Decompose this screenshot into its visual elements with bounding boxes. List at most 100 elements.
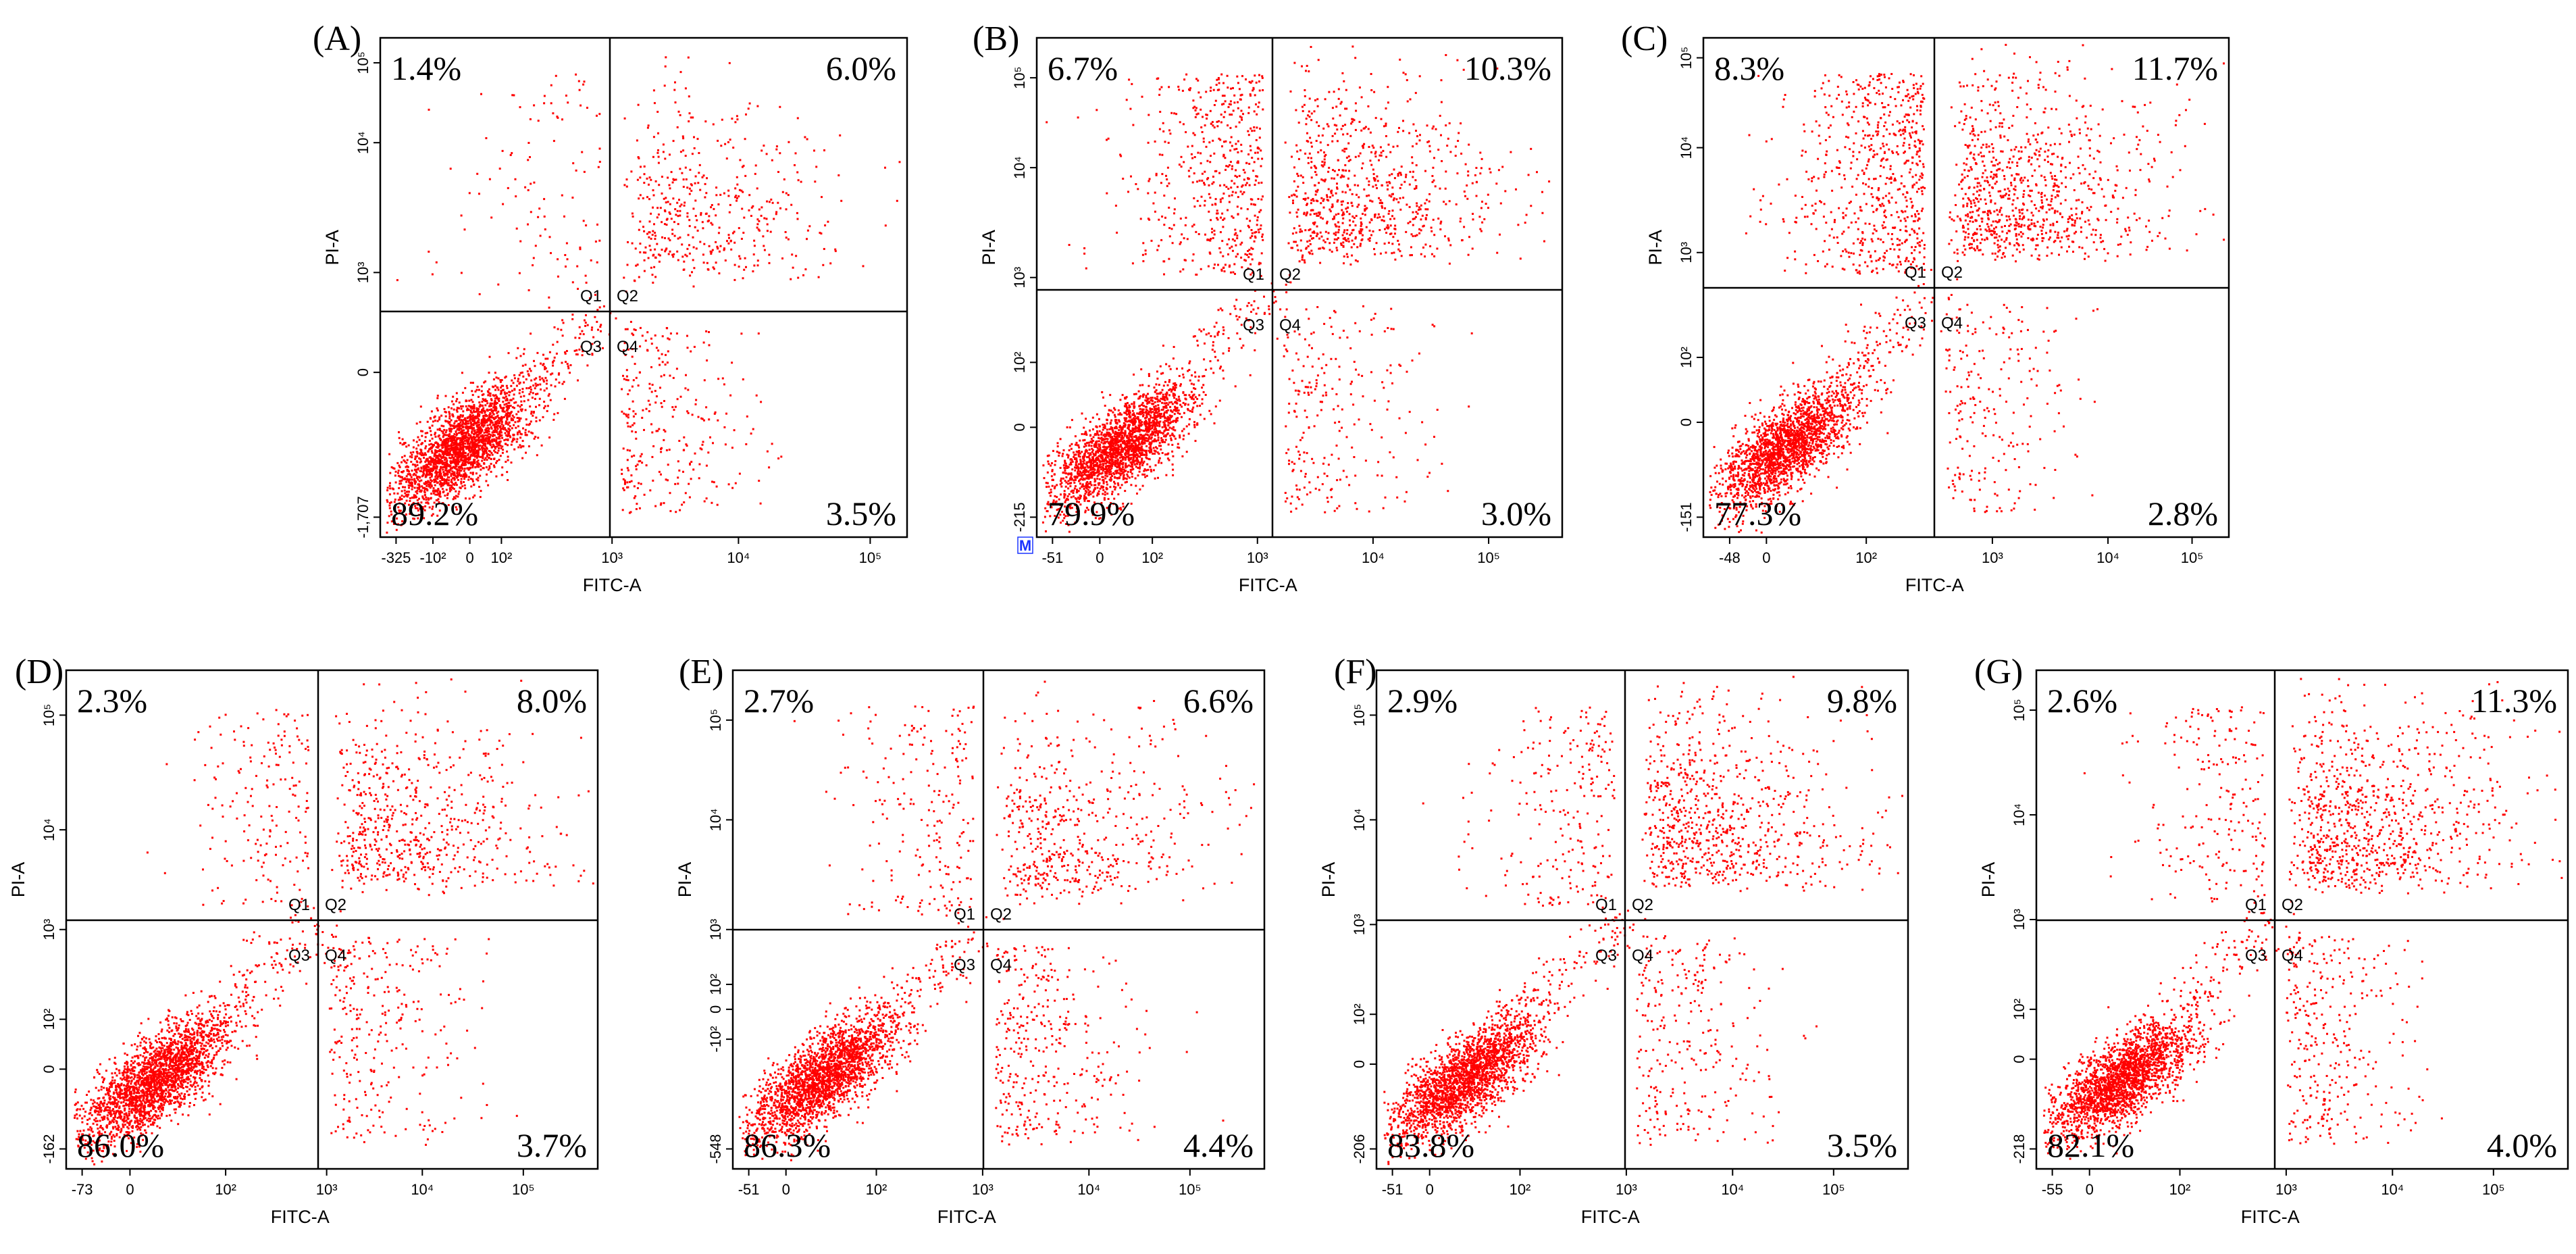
event-dot	[775, 148, 778, 151]
event-dot	[530, 211, 532, 214]
event-dot	[1104, 405, 1106, 407]
event-dot	[476, 425, 479, 428]
event-dot	[430, 418, 432, 420]
event-dot	[727, 483, 730, 486]
event-dot	[408, 503, 410, 506]
event-dot	[711, 249, 714, 251]
event-dot	[1060, 480, 1062, 482]
event-dot	[467, 438, 470, 441]
event-dot	[663, 502, 665, 505]
event-dot	[1128, 459, 1131, 461]
event-dot	[460, 478, 463, 480]
event-dot	[501, 436, 504, 439]
event-dot	[630, 480, 633, 482]
event-dot	[804, 268, 807, 271]
event-dot	[1194, 440, 1197, 443]
event-dot	[455, 484, 458, 486]
event-dot	[414, 482, 417, 485]
event-dot	[578, 326, 581, 328]
event-dot	[386, 499, 388, 501]
event-dot	[1151, 427, 1154, 430]
event-dot	[477, 430, 480, 432]
event-dot	[444, 459, 446, 461]
event-dot	[1170, 415, 1173, 418]
event-dot	[519, 405, 521, 408]
event-dot	[621, 468, 623, 471]
event-dot	[546, 405, 549, 407]
event-dot	[458, 401, 461, 404]
event-dot	[486, 400, 488, 402]
event-dot	[397, 472, 399, 474]
event-dot	[661, 361, 664, 363]
event-dot	[698, 463, 701, 466]
event-dot	[752, 270, 754, 273]
event-dot	[431, 459, 433, 462]
event-dot	[674, 405, 677, 408]
event-dot	[704, 196, 706, 199]
event-dot	[727, 234, 730, 236]
event-dot	[436, 481, 439, 484]
event-dot	[538, 207, 541, 210]
event-dot	[451, 456, 454, 458]
event-dot	[632, 379, 635, 382]
event-dot	[654, 232, 656, 234]
event-dot	[723, 192, 725, 195]
event-dot	[725, 157, 728, 160]
event-dot	[482, 453, 484, 456]
event-dot	[525, 418, 527, 421]
event-dot	[730, 248, 733, 251]
event-dot	[540, 362, 542, 365]
event-dot	[511, 441, 513, 443]
event-dot	[521, 440, 524, 443]
event-dot	[648, 176, 651, 179]
event-dot	[1149, 433, 1152, 436]
event-dot	[494, 397, 497, 400]
event-dot	[396, 279, 398, 282]
event-dot	[515, 426, 517, 429]
event-dot	[824, 224, 827, 227]
event-dot	[489, 412, 492, 415]
event-dot	[417, 509, 419, 512]
event-dot	[498, 422, 500, 424]
event-dot	[448, 484, 450, 486]
event-dot	[500, 416, 503, 418]
event-dot	[694, 175, 697, 178]
event-dot	[455, 400, 458, 403]
event-dot	[1108, 473, 1111, 476]
event-dot	[467, 478, 470, 481]
event-dot	[552, 364, 555, 367]
event-dot	[511, 152, 513, 155]
event-dot	[639, 345, 642, 348]
event-dot	[513, 424, 515, 426]
event-dot	[631, 430, 634, 432]
event-dot	[413, 463, 416, 466]
event-dot	[741, 166, 744, 168]
event-dot	[1167, 424, 1170, 426]
event-dot	[475, 472, 478, 475]
event-dot	[1161, 388, 1164, 391]
event-dot	[532, 432, 534, 434]
event-dot	[449, 436, 452, 438]
event-dot	[505, 399, 507, 402]
event-dot	[488, 388, 490, 391]
event-dot	[455, 409, 458, 411]
event-dot	[1173, 397, 1176, 399]
event-dot	[415, 471, 418, 474]
event-dot	[496, 428, 499, 430]
event-dot	[715, 186, 718, 189]
event-dot	[458, 424, 461, 426]
event-dot	[658, 260, 661, 263]
event-dot	[755, 394, 758, 397]
event-dot	[498, 430, 501, 433]
event-dot	[1081, 465, 1084, 468]
event-dot	[436, 493, 438, 496]
event-dot	[474, 466, 477, 469]
event-dot	[436, 447, 439, 449]
event-dot	[421, 475, 423, 478]
event-dot	[472, 418, 475, 421]
event-dot	[658, 357, 661, 359]
event-dot	[530, 379, 533, 382]
event-dot	[401, 461, 403, 463]
event-dot	[450, 480, 453, 483]
event-dot	[492, 386, 494, 388]
